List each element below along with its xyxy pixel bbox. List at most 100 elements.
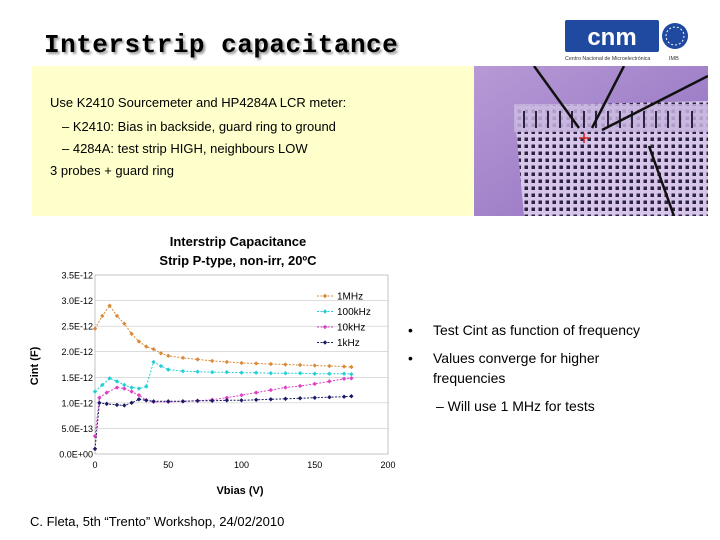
- data-point: [253, 361, 259, 366]
- y-tick-label: 3.0E-12: [61, 296, 93, 306]
- data-point: [136, 339, 142, 344]
- data-point: [151, 346, 156, 352]
- legend-marker: [322, 340, 328, 345]
- data-point: [144, 384, 149, 389]
- y-tick-label: 2.5E-12: [61, 322, 93, 332]
- series-10khz: [92, 376, 354, 439]
- y-tick-label: 2.0E-12: [61, 347, 93, 357]
- data-point: [97, 400, 102, 406]
- data-point: [180, 399, 186, 404]
- sub-bullet: – Will use 1 MHz for tests: [436, 398, 595, 414]
- legend-label: 1MHz: [337, 292, 363, 303]
- chart-subtitle: Strip P-type, non-irr, 20ºC: [159, 253, 317, 268]
- data-point: [239, 360, 244, 366]
- x-tick-label: 200: [380, 460, 395, 470]
- chart-title: Interstrip Capacitance: [170, 234, 307, 249]
- data-point: [129, 389, 134, 394]
- data-point: [144, 344, 149, 349]
- data-point: [158, 351, 164, 356]
- series-1mhz: [92, 303, 354, 370]
- legend-marker: [322, 309, 328, 314]
- data-point: [136, 386, 142, 391]
- data-point: [122, 321, 127, 326]
- data-point: [349, 364, 354, 370]
- data-point: [253, 397, 259, 402]
- legend-marker: [322, 324, 328, 330]
- x-tick-label: 0: [92, 460, 97, 470]
- data-point: [122, 403, 127, 408]
- footer: C. Fleta, 5th “Trento” Workshop, 24/02/2…: [30, 514, 285, 529]
- data-point: [136, 392, 142, 398]
- data-point: [166, 353, 171, 359]
- y-tick-label: 5.0E-13: [61, 424, 93, 434]
- info-line-3: – 4284A: test strip HIGH, neighbours LOW: [62, 141, 308, 156]
- slide-title: Interstrip capacitance: [44, 30, 399, 60]
- data-point: [114, 385, 120, 390]
- logo-text: cnm: [587, 24, 636, 51]
- data-point: [297, 383, 303, 389]
- data-point: [349, 394, 354, 399]
- y-tick-label: 1.0E-12: [61, 398, 93, 408]
- y-tick-label: 0.0E+00: [59, 450, 93, 460]
- data-point: [104, 390, 109, 395]
- data-point: [158, 363, 164, 369]
- data-point: [114, 379, 120, 384]
- data-point: [268, 370, 273, 376]
- x-tick-label: 100: [234, 460, 249, 470]
- cnm-logo: cnm Centro Nacional de Microelectrónica …: [565, 20, 688, 62]
- series-line: [94, 304, 352, 368]
- data-point: [195, 357, 200, 362]
- data-point: [297, 396, 303, 401]
- data-point: [268, 361, 273, 367]
- data-point: [224, 398, 230, 403]
- data-point: [327, 395, 332, 400]
- series-line: [94, 361, 352, 392]
- data-point: [268, 397, 273, 402]
- data-point: [349, 376, 354, 381]
- data-point: [114, 313, 120, 319]
- legend-label: 100kHz: [337, 307, 371, 318]
- legend-item: 1kHz: [317, 338, 360, 349]
- data-point: [144, 398, 149, 403]
- data-point: [114, 402, 120, 408]
- series-line: [94, 377, 352, 437]
- data-point: [239, 398, 244, 403]
- data-point: [253, 370, 259, 375]
- data-point: [210, 398, 215, 404]
- chart-ylabel: Cint (F): [29, 346, 41, 385]
- data-point: [122, 386, 127, 391]
- data-point: [107, 303, 112, 308]
- interstrip-capacitance-chart: Interstrip Capacitance Strip P-type, non…: [29, 234, 396, 497]
- y-tick-label: 3.5E-12: [61, 271, 93, 281]
- legend-item: 1MHz: [317, 292, 363, 303]
- data-point: [195, 369, 200, 374]
- data-point: [122, 382, 127, 388]
- bullet-text: Test Cint as function of frequency: [433, 322, 640, 338]
- bullet-glyph: •: [408, 322, 413, 338]
- data-point: [180, 355, 186, 361]
- data-point: [283, 362, 288, 367]
- data-point: [92, 446, 98, 452]
- data-point: [180, 368, 186, 374]
- logo-mark: [565, 20, 659, 52]
- x-tick-label: 50: [163, 460, 173, 470]
- data-point: [327, 371, 332, 376]
- chart-xlabel: Vbias (V): [216, 485, 263, 497]
- series-100khz: [92, 359, 354, 394]
- logo-subtitle: Centro Nacional de Microelectrónica: [565, 56, 650, 62]
- info-line-4: 3 probes + guard ring: [50, 163, 174, 178]
- data-point: [92, 389, 98, 394]
- data-point: [136, 397, 142, 402]
- data-point: [104, 401, 109, 407]
- data-point: [92, 326, 98, 331]
- data-point: [129, 385, 134, 390]
- data-point: [327, 379, 332, 384]
- x-tick-label: 150: [307, 460, 322, 470]
- data-point: [312, 363, 317, 368]
- data-point: [268, 387, 273, 393]
- data-point: [100, 313, 105, 319]
- data-point: [253, 390, 259, 395]
- logo-globe-pattern: [665, 26, 685, 46]
- data-point: [312, 371, 317, 376]
- info-line-1: Use K2410 Sourcemeter and HP4284A LCR me…: [50, 95, 347, 110]
